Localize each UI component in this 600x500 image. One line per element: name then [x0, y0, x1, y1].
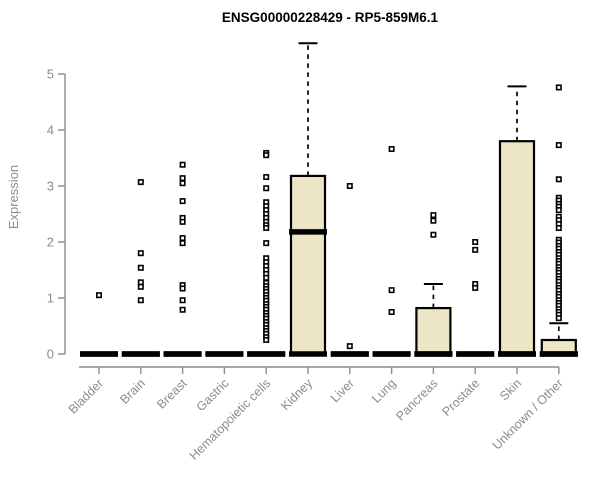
outlier-point — [137, 250, 144, 257]
outlier-point — [555, 315, 562, 322]
x-category-label: Lung — [369, 376, 399, 406]
outlier-point — [137, 264, 144, 271]
outlier-point — [263, 274, 270, 281]
plot-area — [80, 42, 578, 357]
box-group — [247, 149, 286, 357]
outlier-point — [263, 152, 270, 159]
box-body — [498, 140, 536, 356]
outlier-point — [179, 175, 186, 182]
x-category-label: Hematopoietic cells — [187, 376, 274, 463]
outlier-point — [96, 292, 103, 299]
outlier-point — [179, 235, 186, 242]
outlier-point — [430, 217, 437, 224]
box-group — [330, 183, 369, 357]
y-tick-label: 1 — [47, 291, 54, 306]
box-group — [456, 239, 495, 357]
box-group — [414, 212, 453, 357]
box-group — [498, 85, 536, 357]
x-category-label: Bladder — [66, 376, 106, 416]
y-axis-title: Expression — [6, 165, 21, 229]
x-category-label: Gastric — [194, 376, 232, 414]
outlier-point — [388, 146, 395, 153]
outlier-point — [137, 179, 144, 186]
outlier-point — [388, 287, 395, 294]
outlier-point — [555, 207, 562, 214]
outlier-point — [179, 218, 186, 225]
box-group — [121, 179, 160, 357]
box-group — [372, 146, 411, 357]
box-group — [289, 42, 327, 357]
outlier-point — [179, 297, 186, 304]
outlier-point — [430, 212, 437, 219]
outlier-point — [346, 183, 353, 190]
outlier-point — [388, 308, 395, 315]
box-group — [80, 292, 118, 357]
x-category-label: Breast — [154, 376, 190, 412]
outlier-point — [179, 285, 186, 292]
outlier-point — [179, 240, 186, 247]
x-category-label: Skin — [497, 376, 524, 403]
x-category-label: Unknown / Other — [490, 376, 566, 452]
outlier-point — [179, 161, 186, 168]
outlier-point — [472, 246, 479, 253]
outlier-point — [430, 231, 437, 238]
x-category-label: Kidney — [278, 376, 315, 413]
outlier-point — [263, 240, 270, 247]
box-body — [289, 174, 327, 356]
box-body — [415, 306, 452, 356]
y-tick-label: 5 — [47, 67, 54, 82]
outlier-point — [555, 176, 562, 183]
x-category-label: Brain — [117, 376, 148, 407]
outlier-point — [263, 185, 270, 192]
outlier-point — [179, 180, 186, 187]
outlier-point — [555, 225, 562, 232]
outlier-point — [555, 142, 562, 149]
y-tick-label: 2 — [47, 235, 54, 250]
outlier-point — [137, 297, 144, 304]
y-tick-label: 4 — [47, 123, 54, 138]
box-group — [539, 84, 578, 357]
x-category-label: Prostate — [439, 376, 482, 419]
x-category-label: Pancreas — [393, 376, 440, 423]
outlier-point — [137, 283, 144, 290]
y-tick-label: 3 — [47, 179, 54, 194]
y-tick-label: 0 — [47, 347, 54, 362]
outlier-point — [472, 239, 479, 246]
outlier-point — [263, 174, 270, 181]
x-category-label: Liver — [328, 376, 357, 405]
box-group — [163, 161, 202, 357]
outlier-point — [179, 198, 186, 205]
outlier-point — [346, 343, 353, 350]
outlier-point — [555, 84, 562, 91]
outlier-point — [472, 284, 479, 291]
chart-title: ENSG00000228429 - RP5-859M6.1 — [222, 10, 439, 25]
outlier-point — [263, 225, 270, 232]
outlier-point — [263, 336, 270, 343]
outlier-point — [179, 306, 186, 313]
